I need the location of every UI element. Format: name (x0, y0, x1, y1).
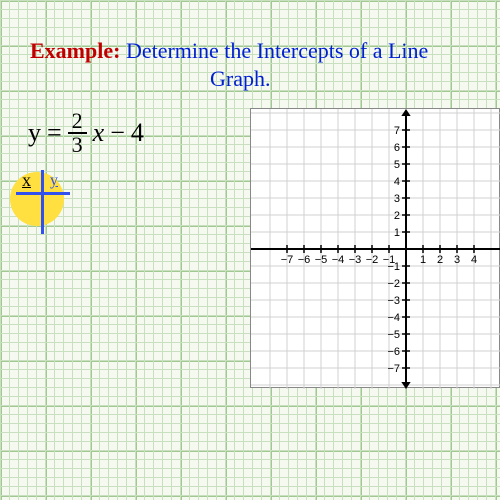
eq-operator: − (110, 118, 125, 148)
svg-text:3: 3 (394, 193, 400, 205)
eq-numerator: 2 (68, 110, 87, 134)
coordinate-plane-svg: −7−6−5−4−3−2−11234−7−6−5−4−3−2−11234567 (251, 109, 500, 389)
title-text-2: Graph. (210, 66, 270, 92)
svg-text:1: 1 (420, 254, 426, 266)
eq-variable: x (93, 118, 105, 148)
svg-text:3: 3 (454, 254, 460, 266)
xy-y-label: y (50, 172, 58, 190)
svg-text:−6: −6 (298, 254, 311, 266)
content-area: Example: Determine the Intercepts of a L… (10, 10, 500, 490)
svg-text:2: 2 (394, 210, 400, 222)
svg-text:−3: −3 (349, 254, 362, 266)
svg-text:1: 1 (394, 227, 400, 239)
svg-text:−1: −1 (387, 261, 400, 273)
eq-lhs: y (28, 118, 41, 148)
title-line1: Example: Determine the Intercepts of a L… (30, 38, 490, 64)
svg-text:6: 6 (394, 142, 400, 154)
svg-text:−7: −7 (387, 363, 400, 375)
equation: y = 2 3 x − 4 (28, 110, 144, 156)
svg-text:−6: −6 (387, 346, 400, 358)
svg-text:−2: −2 (366, 254, 379, 266)
eq-equals: = (47, 118, 62, 148)
svg-text:−4: −4 (387, 312, 400, 324)
example-label: Example: (30, 38, 120, 63)
svg-text:−3: −3 (387, 295, 400, 307)
svg-text:−4: −4 (332, 254, 345, 266)
svg-text:7: 7 (394, 125, 400, 137)
eq-constant: 4 (131, 118, 144, 148)
svg-text:−2: −2 (387, 278, 400, 290)
svg-text:5: 5 (394, 159, 400, 171)
xy-vertical-line (41, 170, 44, 234)
xy-horizontal-line (16, 192, 70, 195)
svg-text:4: 4 (394, 176, 400, 188)
eq-fraction: 2 3 (68, 110, 87, 156)
svg-text:4: 4 (471, 254, 477, 266)
svg-text:2: 2 (437, 254, 443, 266)
svg-text:−7: −7 (281, 254, 294, 266)
svg-text:−5: −5 (315, 254, 328, 266)
svg-text:−5: −5 (387, 329, 400, 341)
eq-denominator: 3 (68, 134, 87, 156)
title-text-1: Determine the Intercepts of a Line (126, 38, 428, 63)
xy-x-label: x (22, 170, 31, 191)
coordinate-plane: −7−6−5−4−3−2−11234−7−6−5−4−3−2−11234567 (250, 108, 500, 388)
